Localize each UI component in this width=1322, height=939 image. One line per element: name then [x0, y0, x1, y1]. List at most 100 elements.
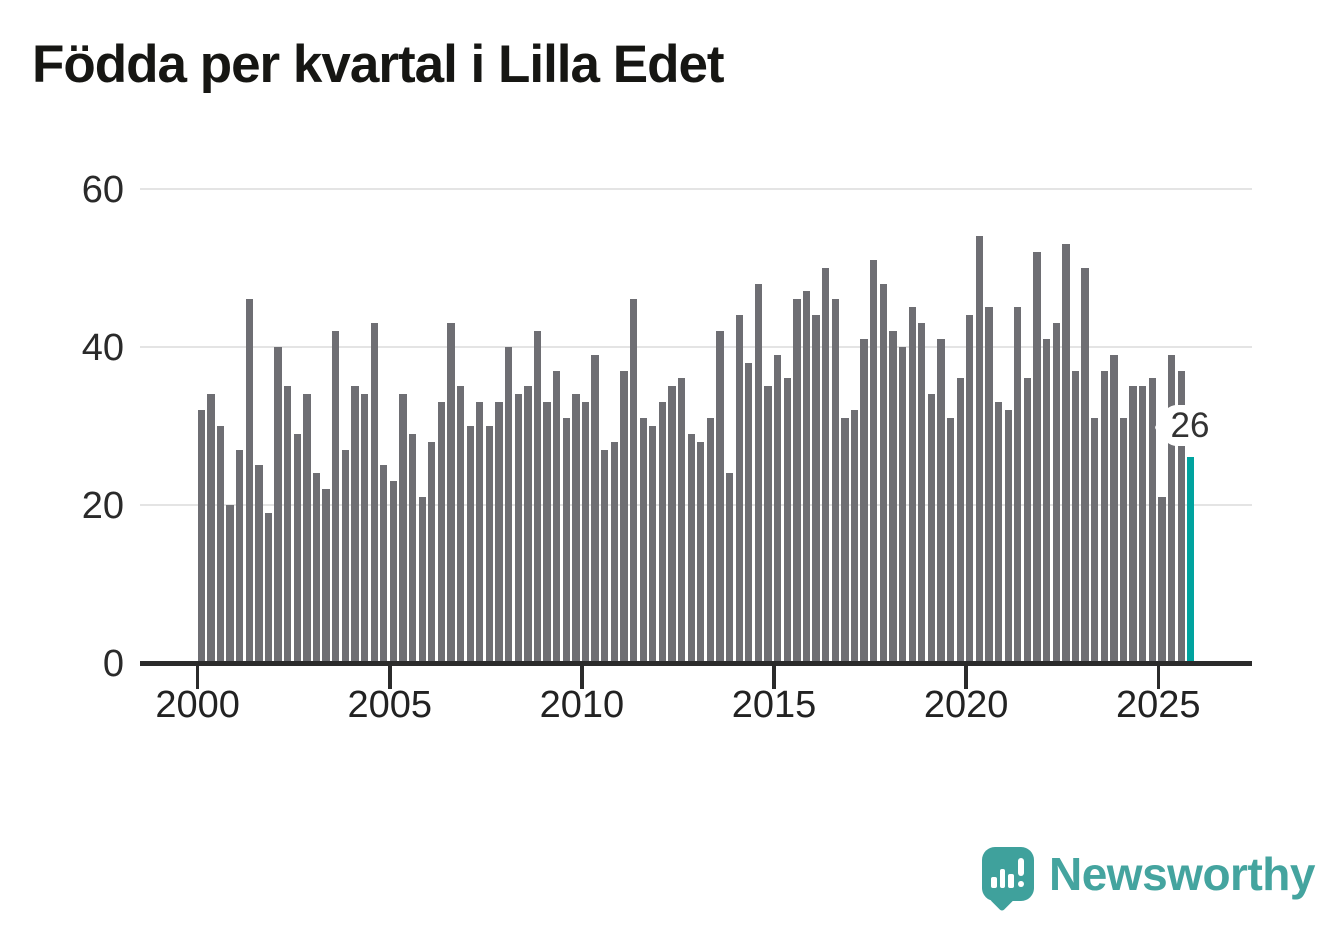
- bar-2025-q1: [1158, 496, 1166, 663]
- bar-2009-q3: [562, 417, 570, 663]
- x-tick-2010: [580, 666, 584, 689]
- bar-2015-q4: [802, 291, 811, 663]
- logo-speech-tail: [989, 886, 1015, 912]
- x-axis-label-2020: 2020: [923, 684, 1009, 726]
- bar-2006-q3: [447, 323, 455, 663]
- bar-2001-q3: [255, 465, 263, 663]
- bar-2015-q1: [774, 354, 782, 663]
- bar-2002-q2: [284, 386, 292, 663]
- bar-2018-q4: [918, 323, 926, 663]
- callout-value: 26: [1170, 405, 1210, 445]
- x-axis-line: [140, 661, 1252, 666]
- bar-2013-q1: [697, 441, 705, 663]
- bar-2025-q2: [1167, 354, 1176, 663]
- logo-chart-bar-icon: [991, 877, 997, 888]
- chart-title: Födda per kvartal i Lilla Edet: [32, 35, 725, 94]
- bar-2005-q1: [389, 481, 398, 663]
- bar-2007-q3: [485, 425, 494, 663]
- bar-2005-q4: [418, 496, 426, 663]
- bar-2004-q2: [360, 394, 369, 663]
- bar-2009-q1: [543, 402, 551, 663]
- x-axis-label-2025: 2025: [1116, 684, 1201, 726]
- bar-2018-q1: [889, 330, 897, 663]
- bar-2012-q3: [677, 378, 686, 663]
- bar-2016-q2: [822, 267, 830, 663]
- bar-2004-q4: [380, 465, 388, 663]
- x-axis-label-2000: 2000: [155, 684, 240, 726]
- bar-2007-q4: [495, 402, 503, 663]
- bar-2023-q2: [1091, 417, 1099, 663]
- bar-2024-q1: [1119, 417, 1128, 663]
- x-tick-2005: [388, 666, 392, 689]
- bar-2011-q3: [639, 417, 647, 663]
- bar-2005-q2: [399, 394, 407, 663]
- bar-2018-q3: [908, 307, 916, 663]
- bar-2015-q3: [793, 299, 801, 663]
- bar-2022-q4: [1071, 370, 1080, 663]
- bar-2009-q2: [553, 370, 561, 663]
- bar-2020-q1: [966, 315, 974, 663]
- bar-2025-q3: [1177, 370, 1185, 663]
- y-axis-label-40: 40: [81, 326, 124, 369]
- bar-2002-q4: [303, 394, 311, 663]
- bar-2014-q1: [735, 315, 743, 663]
- bar-2024-q2: [1129, 386, 1137, 663]
- bar-2016-q4: [841, 417, 849, 663]
- y-axis-label-0: 0: [102, 643, 124, 685]
- bar-2014-q4: [764, 386, 772, 663]
- highlighted-bar-2025-q4: [1187, 457, 1195, 663]
- bar-2008-q2: [514, 394, 522, 663]
- bar-2023-q3: [1100, 370, 1108, 663]
- bar-2014-q3: [754, 283, 763, 663]
- bar-2010-q4: [610, 441, 618, 663]
- bar-2017-q2: [860, 338, 868, 663]
- gridline-y-40: [140, 345, 1252, 348]
- bar-2022-q2: [1052, 323, 1060, 663]
- bar-2002-q1: [274, 346, 282, 663]
- bar-2001-q4: [264, 512, 273, 663]
- bar-2009-q4: [572, 394, 580, 663]
- bar-2007-q1: [466, 425, 474, 663]
- value-callout: 26: [1153, 405, 1218, 446]
- bar-2017-q4: [879, 283, 887, 663]
- bar-2018-q2: [898, 346, 907, 663]
- bar-2008-q1: [505, 346, 513, 663]
- bar-2002-q3: [293, 433, 301, 663]
- logo-chart-bar-icon: [1008, 874, 1014, 888]
- bar-2016-q1: [812, 315, 820, 663]
- bar-2024-q3: [1139, 386, 1147, 663]
- bar-2013-q2: [706, 417, 715, 663]
- bar-2021-q1: [1004, 410, 1012, 663]
- bar-2021-q2: [1014, 307, 1022, 663]
- bar-2001-q1: [236, 449, 244, 663]
- bar-2003-q4: [341, 449, 349, 663]
- bar-2020-q2: [975, 236, 984, 663]
- bar-2012-q2: [668, 386, 676, 663]
- x-tick-2000: [195, 666, 200, 689]
- bar-2023-q1: [1081, 267, 1089, 663]
- logo-exclamation-icon: [1018, 858, 1024, 876]
- bar-2019-q3: [946, 417, 955, 663]
- bar-2022-q3: [1062, 244, 1070, 663]
- bar-2011-q2: [629, 299, 638, 663]
- bar-2016-q3: [831, 299, 839, 663]
- bar-2020-q3: [985, 307, 993, 663]
- bar-2007-q2: [476, 402, 484, 663]
- gridline-y-60: [140, 187, 1252, 190]
- bar-2008-q4: [533, 330, 542, 663]
- brand-footer: Newsworthy: [982, 847, 1315, 912]
- bar-2024-q4: [1148, 378, 1156, 663]
- bar-2019-q1: [927, 394, 936, 663]
- bar-2012-q1: [658, 402, 667, 663]
- x-tick-2025: [1156, 666, 1161, 689]
- bar-2006-q1: [428, 441, 436, 663]
- bar-2023-q4: [1110, 354, 1118, 663]
- x-axis-label-2015: 2015: [731, 684, 817, 726]
- bar-2006-q2: [437, 402, 446, 663]
- bar-2003-q1: [312, 473, 321, 663]
- bar-2000-q3: [216, 425, 225, 663]
- bar-2004-q1: [351, 386, 359, 663]
- bar-2001-q2: [245, 299, 253, 663]
- bar-2010-q3: [601, 449, 609, 663]
